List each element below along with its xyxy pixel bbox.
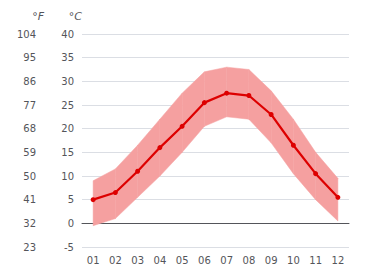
svg-text:35: 35 bbox=[61, 52, 74, 63]
svg-text:41: 41 bbox=[23, 194, 36, 205]
svg-text:10: 10 bbox=[287, 255, 300, 266]
svg-text:86: 86 bbox=[23, 76, 36, 87]
svg-text:11: 11 bbox=[309, 255, 322, 266]
svg-text:10: 10 bbox=[61, 171, 74, 182]
svg-text:07: 07 bbox=[220, 255, 233, 266]
svg-text:03: 03 bbox=[131, 255, 144, 266]
svg-text:23: 23 bbox=[23, 242, 36, 253]
svg-text:77: 77 bbox=[23, 100, 36, 111]
svg-text:06: 06 bbox=[198, 255, 211, 266]
svg-text:°C: °C bbox=[69, 10, 83, 23]
svg-text:°F: °F bbox=[32, 10, 45, 23]
svg-text:50: 50 bbox=[23, 171, 36, 182]
svg-text:95: 95 bbox=[23, 52, 36, 63]
svg-text:09: 09 bbox=[265, 255, 278, 266]
svg-text:0: 0 bbox=[68, 218, 74, 229]
svg-text:30: 30 bbox=[61, 76, 74, 87]
svg-text:02: 02 bbox=[109, 255, 122, 266]
svg-text:68: 68 bbox=[23, 123, 36, 134]
svg-text:32: 32 bbox=[23, 218, 36, 229]
svg-text:15: 15 bbox=[61, 147, 74, 158]
svg-text:-5: -5 bbox=[64, 242, 74, 253]
svg-text:04: 04 bbox=[154, 255, 167, 266]
svg-text:01: 01 bbox=[87, 255, 100, 266]
svg-text:08: 08 bbox=[243, 255, 256, 266]
svg-text:20: 20 bbox=[61, 123, 74, 134]
svg-text:12: 12 bbox=[332, 255, 345, 266]
svg-text:104: 104 bbox=[17, 29, 36, 40]
svg-text:59: 59 bbox=[23, 147, 36, 158]
svg-text:40: 40 bbox=[61, 29, 74, 40]
svg-text:25: 25 bbox=[61, 100, 74, 111]
svg-text:5: 5 bbox=[68, 194, 74, 205]
svg-text:05: 05 bbox=[176, 255, 189, 266]
